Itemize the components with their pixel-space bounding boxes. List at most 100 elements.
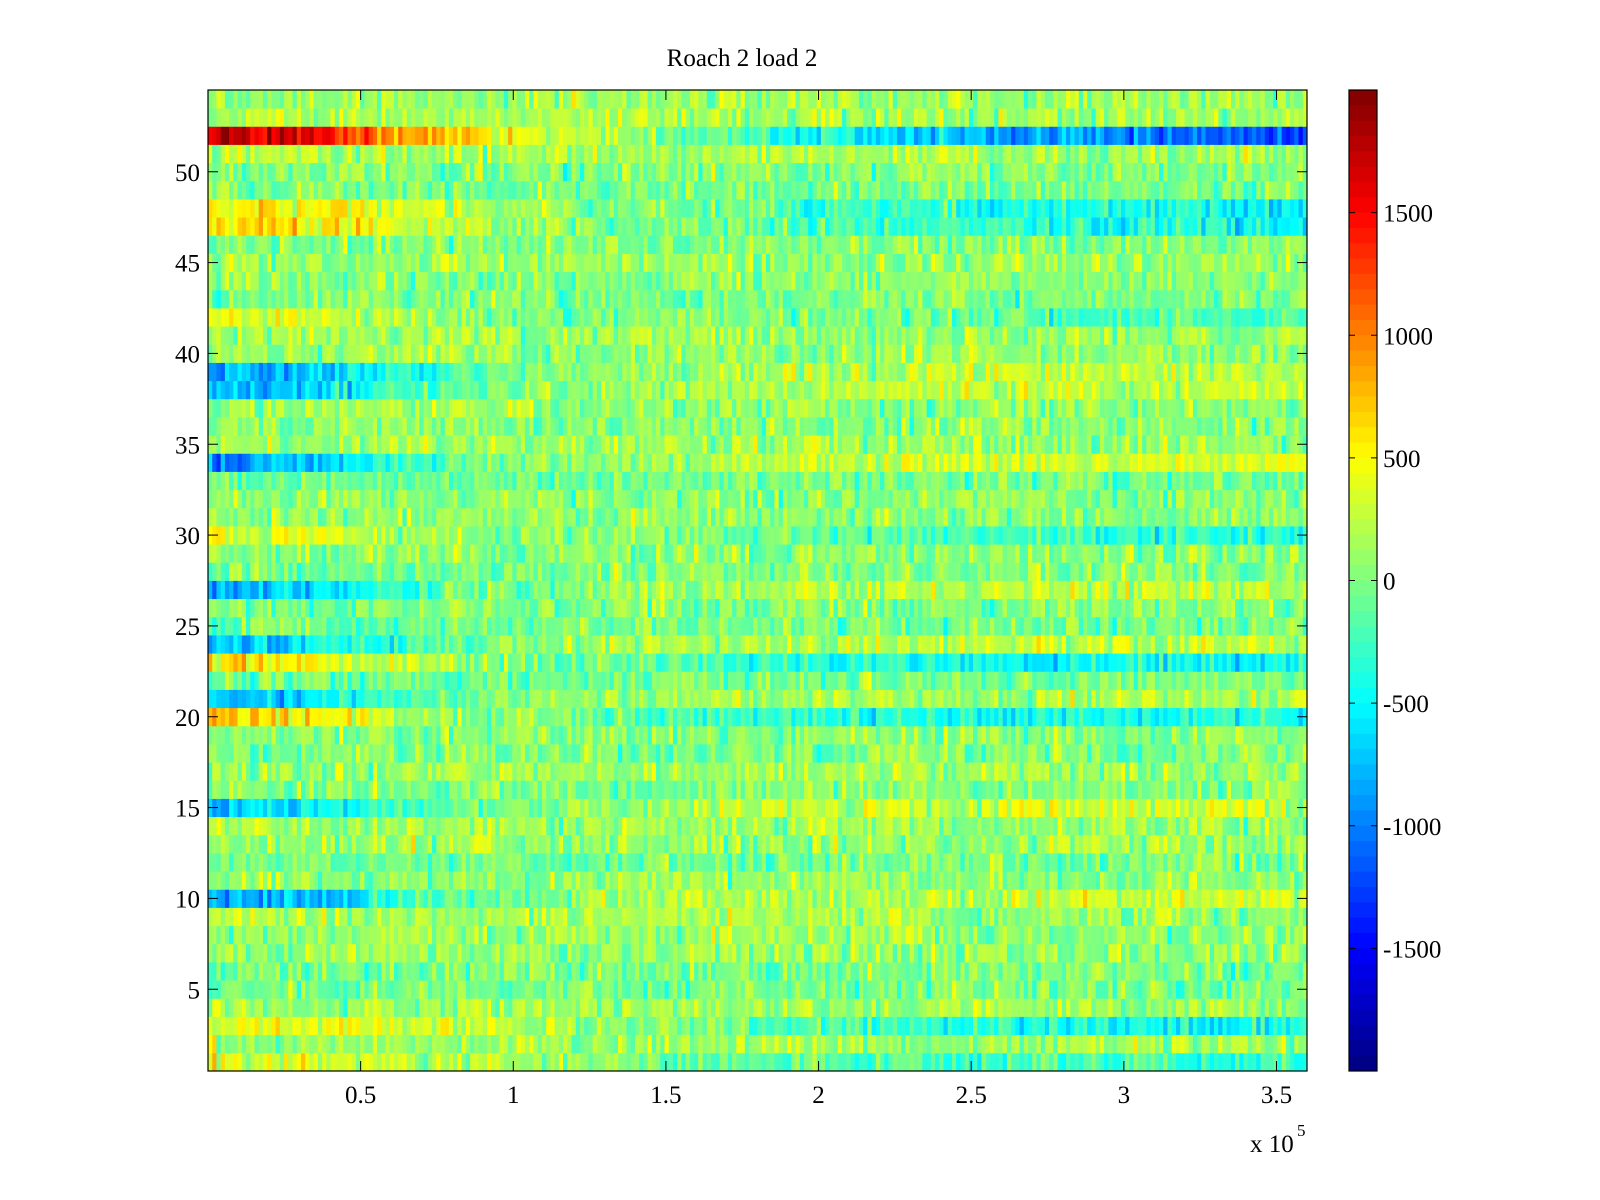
heatmap-cell bbox=[1095, 725, 1101, 745]
heatmap-cell bbox=[347, 1034, 353, 1054]
heatmap-cell bbox=[1171, 798, 1177, 818]
heatmap-cell bbox=[322, 780, 327, 799]
heatmap-cell bbox=[867, 1034, 873, 1054]
heatmap-cell bbox=[1294, 762, 1300, 781]
heatmap-cell bbox=[812, 925, 818, 945]
heatmap-cell bbox=[1285, 744, 1291, 763]
heatmap-cell bbox=[795, 725, 801, 745]
heatmap-cell bbox=[453, 744, 458, 763]
heatmap-cell bbox=[935, 943, 940, 963]
heatmap-cell bbox=[622, 744, 628, 763]
heatmap-cell bbox=[656, 834, 661, 854]
heatmap-cell bbox=[981, 834, 987, 854]
heatmap-cell bbox=[918, 1034, 923, 1054]
heatmap-cell bbox=[1146, 725, 1152, 745]
heatmap-cell bbox=[368, 1034, 374, 1054]
heatmap-cell bbox=[1159, 980, 1164, 999]
heatmap-cell bbox=[360, 980, 365, 999]
heatmap-cell bbox=[1201, 871, 1207, 890]
heatmap-cell bbox=[541, 725, 547, 745]
heatmap-cell bbox=[334, 1016, 340, 1036]
heatmap-cell bbox=[732, 889, 737, 908]
heatmap-cell bbox=[905, 816, 911, 836]
heatmap-cell bbox=[241, 725, 247, 745]
heatmap-cell bbox=[664, 889, 670, 908]
heatmap-cell bbox=[465, 780, 471, 799]
heatmap-cell bbox=[596, 725, 602, 745]
heatmap-cell bbox=[1112, 1034, 1118, 1054]
heatmap-cell bbox=[237, 943, 243, 963]
heatmap-cell bbox=[837, 853, 843, 872]
heatmap-cell bbox=[689, 1016, 695, 1036]
heatmap-cell bbox=[1222, 798, 1228, 818]
heatmap-cell bbox=[444, 889, 450, 908]
heatmap-cell bbox=[415, 943, 420, 963]
heatmap-cell bbox=[909, 907, 915, 927]
heatmap-cell bbox=[744, 889, 750, 908]
heatmap-cell bbox=[1011, 907, 1016, 927]
heatmap-cell bbox=[385, 853, 391, 872]
heatmap-cell bbox=[317, 889, 323, 908]
heatmap-cell bbox=[947, 943, 953, 963]
heatmap-cell bbox=[347, 998, 353, 1017]
heatmap-cell bbox=[926, 1034, 932, 1054]
heatmap-cell bbox=[998, 725, 1004, 745]
heatmap-cell bbox=[1252, 725, 1257, 745]
heatmap-cell bbox=[909, 762, 915, 781]
heatmap-cell bbox=[271, 943, 277, 963]
heatmap-cell bbox=[626, 725, 632, 745]
heatmap-cell bbox=[1142, 816, 1147, 836]
heatmap-cell bbox=[1150, 725, 1156, 745]
heatmap-cell bbox=[618, 816, 623, 836]
heatmap-cell bbox=[1023, 889, 1029, 908]
heatmap-cell bbox=[486, 744, 492, 763]
heatmap-cell bbox=[546, 798, 551, 818]
heatmap-cell bbox=[922, 943, 928, 963]
heatmap-cell bbox=[1121, 998, 1126, 1017]
heatmap-cell bbox=[1019, 816, 1025, 836]
heatmap-cell bbox=[1074, 780, 1080, 799]
heatmap-cell bbox=[1302, 1052, 1307, 1071]
heatmap-cell bbox=[732, 725, 737, 745]
heatmap-cell bbox=[681, 780, 687, 799]
heatmap-cell bbox=[592, 943, 598, 963]
heatmap-cell bbox=[981, 907, 987, 927]
heatmap-cell bbox=[381, 762, 387, 781]
heatmap-cell bbox=[651, 871, 657, 890]
heatmap-cell bbox=[643, 1052, 649, 1071]
heatmap-cell bbox=[596, 889, 602, 908]
heatmap-cell bbox=[719, 834, 725, 854]
heatmap-cell bbox=[685, 943, 691, 963]
heatmap-cell bbox=[482, 744, 488, 763]
heatmap-cell bbox=[326, 907, 332, 927]
heatmap-cell bbox=[508, 834, 513, 854]
heatmap-cell bbox=[1070, 725, 1076, 745]
heatmap-cell bbox=[770, 853, 776, 872]
heatmap-cell bbox=[1218, 1052, 1224, 1071]
heatmap-cell bbox=[905, 725, 911, 745]
heatmap-cell bbox=[998, 853, 1004, 872]
heatmap-cell bbox=[436, 907, 442, 927]
heatmap-cell bbox=[1116, 925, 1122, 945]
heatmap-cell bbox=[381, 943, 387, 963]
heatmap-cell bbox=[1044, 798, 1050, 818]
heatmap-cell bbox=[702, 962, 708, 981]
heatmap-cell bbox=[1070, 798, 1076, 818]
heatmap-cell bbox=[858, 744, 864, 763]
heatmap-cell bbox=[550, 907, 556, 927]
heatmap-cell bbox=[672, 780, 678, 799]
heatmap-cell bbox=[732, 816, 737, 836]
heatmap-cell bbox=[343, 1034, 349, 1054]
heatmap-cell bbox=[419, 907, 425, 927]
heatmap-cell bbox=[351, 707, 357, 727]
heatmap-cell bbox=[491, 744, 497, 763]
heatmap-cell bbox=[1273, 889, 1279, 908]
heatmap-cell bbox=[508, 943, 513, 963]
heatmap-cell bbox=[651, 980, 657, 999]
heatmap-cell bbox=[1066, 1034, 1071, 1054]
heatmap-cell bbox=[300, 707, 306, 727]
heatmap-cell bbox=[406, 762, 412, 781]
heatmap-cell bbox=[1125, 744, 1131, 763]
heatmap-cell bbox=[744, 943, 750, 963]
heatmap-cell bbox=[292, 943, 298, 963]
